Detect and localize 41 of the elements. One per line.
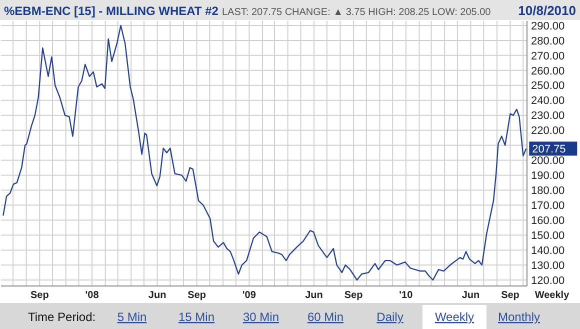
y-tick-label: 180.00 [531, 185, 565, 198]
y-tick-label: 200.00 [531, 155, 565, 168]
line-series [2, 24, 527, 281]
text: 60 Min [307, 310, 344, 324]
chart-title: %EBM-ENC [15] - MILLING WHEAT #2 [4, 4, 219, 18]
chart-subtitle: LAST: 207.75 CHANGE: ▲ 3.75 HIGH: 208.25 LOW: 205.00 [222, 7, 492, 18]
text: 15 Min [178, 310, 215, 324]
y-tick-label: 280.00 [531, 35, 565, 48]
x-tick-label: '10 [399, 290, 414, 301]
x-tick-label: Sep [501, 290, 520, 301]
x-tick-label: Jun [305, 290, 323, 301]
y-tick-label: 230.00 [531, 110, 565, 122]
y-tick-label: 290.00 [531, 20, 565, 32]
text: Weekly [534, 290, 570, 301]
y-tick-label: 220.00 [531, 125, 565, 138]
y-tick-label: 140.00 [531, 244, 565, 257]
text: 5 Min [117, 310, 147, 324]
text: Daily [376, 310, 404, 324]
text: Weekly [434, 310, 474, 324]
x-tick-label: Sep [344, 290, 363, 301]
x-tick-label: Sep [188, 290, 206, 301]
y-tick-label: 160.00 [531, 214, 565, 227]
text: 30 Min [242, 310, 280, 324]
x-tick-label: Sep [30, 290, 49, 301]
y-tick-label: 260.00 [531, 65, 565, 78]
x-tick-label: '09 [242, 290, 256, 301]
text: 10/8/2010 [518, 3, 576, 18]
y-tick-label: 150.00 [531, 230, 565, 242]
text: Monthly [498, 310, 540, 324]
text: Time Period: [28, 310, 96, 324]
y-tick-label: 130.00 [531, 260, 565, 272]
y-tick-label: 240.00 [531, 95, 565, 108]
y-tick-label: 120.00 [531, 274, 565, 287]
x-tick-label: Jun [462, 290, 480, 301]
y-tick-label: 270.00 [531, 50, 565, 62]
y-tick-label: 190.00 [531, 170, 565, 182]
x-tick-label: Jun [148, 290, 166, 301]
x-tick-label: '08 [85, 290, 100, 301]
y-tick-label: 170.00 [531, 200, 565, 212]
y-tick-label: 250.00 [531, 80, 565, 92]
annotation: 207.75 [532, 143, 566, 156]
